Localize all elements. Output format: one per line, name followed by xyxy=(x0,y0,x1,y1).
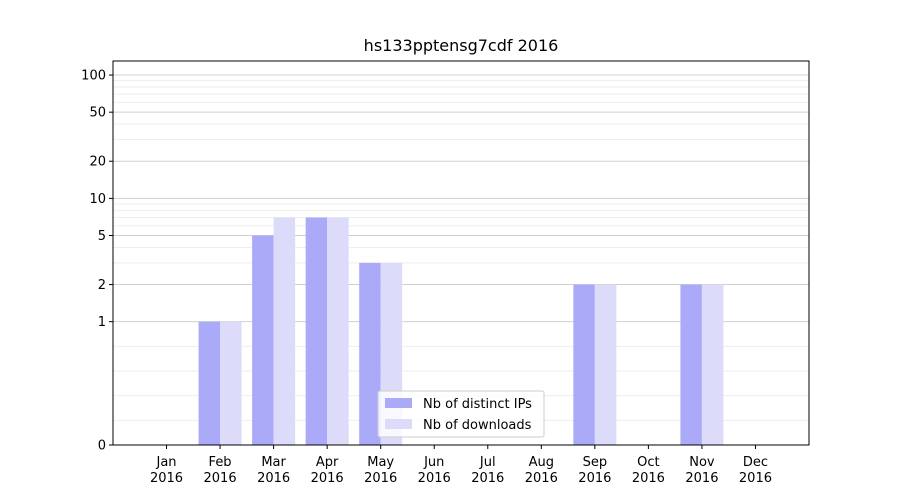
x-tick-label-month: Jan xyxy=(156,455,177,470)
x-tick-label-month: Oct xyxy=(637,455,659,470)
x-tick-label-year: 2016 xyxy=(685,471,718,486)
x-tick-label-month: Apr xyxy=(316,455,339,470)
x-tick-label-month: Jun xyxy=(423,455,444,470)
legend: Nb of distinct IPs Nb of downloads xyxy=(377,390,545,438)
y-tick-label: 2 xyxy=(98,278,106,293)
x-tick-label-year: 2016 xyxy=(632,471,665,486)
bar-distinct-ips-apr xyxy=(305,217,328,445)
y-tick-label: 20 xyxy=(89,155,106,170)
x-tick-label-year: 2016 xyxy=(150,471,183,486)
bar-downloads-apr xyxy=(327,217,349,445)
x-tick-label-year: 2016 xyxy=(257,471,290,486)
y-tick-label: 1 xyxy=(98,315,106,330)
bar-distinct-ips-sep xyxy=(573,284,595,445)
x-tick-label-month: Jul xyxy=(479,455,496,470)
bar-downloads-feb xyxy=(220,321,242,445)
legend-label-downloads: Nb of downloads xyxy=(423,418,532,433)
y-tick-label: 50 xyxy=(89,106,106,121)
x-tick-label-year: 2016 xyxy=(204,471,237,486)
y-tick-label: 0 xyxy=(98,439,106,454)
bar-downloads-mar xyxy=(273,217,296,445)
x-tick-label-year: 2016 xyxy=(418,471,451,486)
chart-title: hs133pptensg7cdf 2016 xyxy=(364,36,559,55)
bar-distinct-ips-feb xyxy=(198,321,221,445)
bar-distinct-ips-mar xyxy=(252,235,274,445)
grid-lines xyxy=(113,74,809,446)
legend-box xyxy=(377,390,545,438)
x-axis-ticks: Jan2016Feb2016Mar2016Apr2016May2016Jun20… xyxy=(150,445,772,486)
x-tick-label-year: 2016 xyxy=(364,471,397,486)
legend-swatch-downloads xyxy=(385,419,412,429)
x-tick-label-year: 2016 xyxy=(311,471,344,486)
plot-frame xyxy=(112,60,810,446)
bars xyxy=(198,217,724,445)
x-tick-label-month: Feb xyxy=(209,455,232,470)
x-tick-label-year: 2016 xyxy=(471,471,504,486)
x-tick-label-year: 2016 xyxy=(739,471,772,486)
x-tick-label-year: 2016 xyxy=(578,471,611,486)
bar-distinct-ips-may xyxy=(359,262,381,445)
y-tick-label: 100 xyxy=(81,69,106,84)
legend-label-distinct-ips: Nb of distinct IPs xyxy=(423,397,532,412)
x-tick-label-month: Nov xyxy=(689,455,715,470)
x-tick-label-month: Mar xyxy=(261,455,286,470)
bar-distinct-ips-nov xyxy=(680,284,702,445)
x-tick-label-month: Aug xyxy=(529,455,554,470)
x-tick-label-month: May xyxy=(367,455,394,470)
x-tick-label-month: Dec xyxy=(743,455,768,470)
bar-downloads-sep xyxy=(594,284,617,445)
y-tick-label: 10 xyxy=(89,192,106,207)
x-tick-label-year: 2016 xyxy=(525,471,558,486)
bar-downloads-nov xyxy=(701,284,724,445)
legend-swatch-distinct-ips xyxy=(385,398,412,408)
y-tick-label: 5 xyxy=(98,229,106,244)
y-axis-ticks: 0 1 2 5 10 20 50 100 xyxy=(81,69,113,454)
x-tick-label-month: Sep xyxy=(583,455,608,470)
